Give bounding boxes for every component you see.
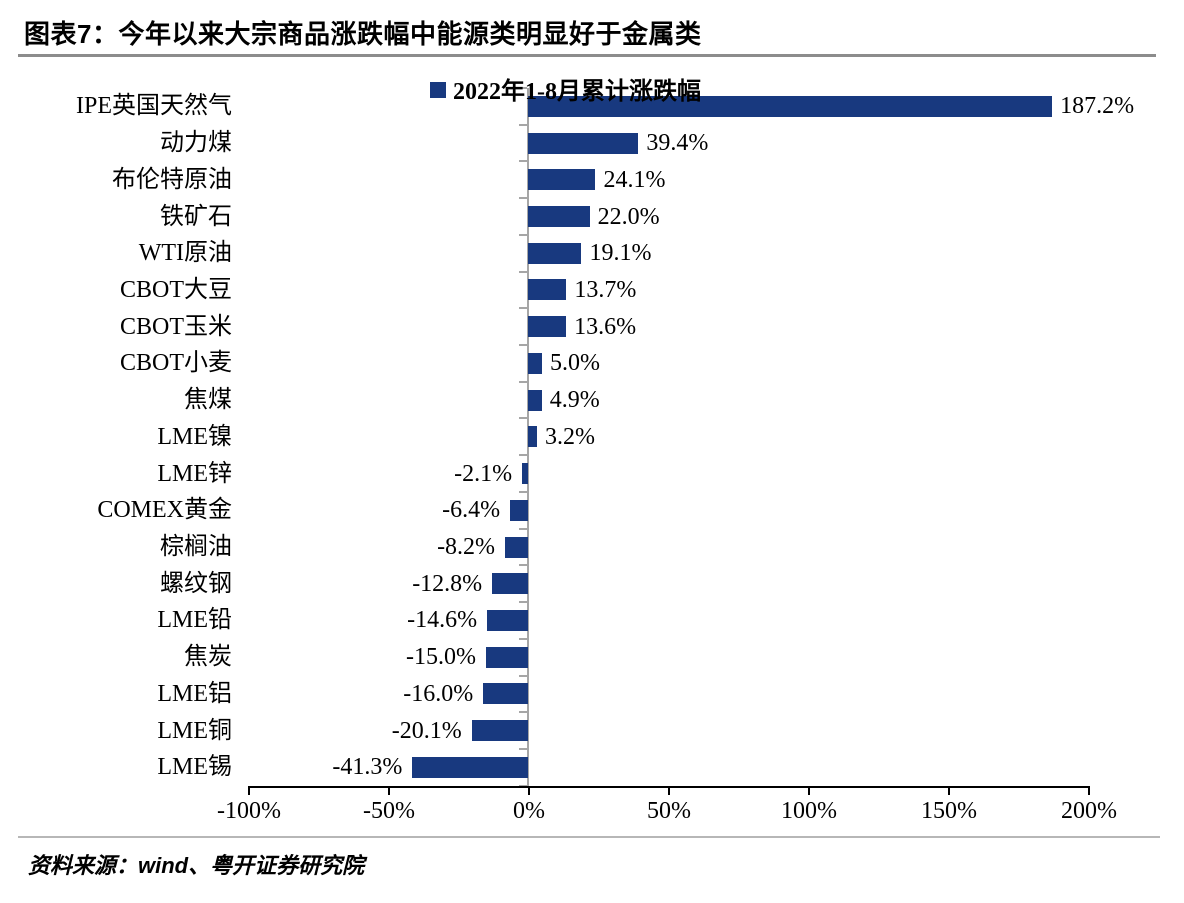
- category-label: 螺纹钢: [160, 570, 232, 597]
- value-label: 19.1%: [589, 240, 652, 267]
- bar: [487, 609, 528, 631]
- zero-gridline-tick: [519, 344, 527, 347]
- x-axis-tick: [528, 786, 530, 795]
- zero-gridline-tick: [519, 417, 527, 420]
- x-axis-tick-label: 200%: [1061, 798, 1117, 824]
- zero-gridline-tick: [519, 601, 527, 604]
- category-label: LME镍: [157, 423, 232, 450]
- value-label: -14.6%: [407, 607, 478, 634]
- value-label: 39.4%: [646, 130, 709, 157]
- x-axis-tick: [948, 786, 950, 795]
- category-label: LME铅: [157, 607, 232, 634]
- x-axis-tick: [668, 786, 670, 795]
- title-divider: [18, 54, 1156, 57]
- x-axis-tick: [808, 786, 810, 795]
- bar: [528, 389, 542, 411]
- zero-gridline-tick: [519, 674, 527, 677]
- bar: [528, 206, 590, 228]
- x-axis-tick: [1088, 786, 1090, 795]
- bar: [505, 536, 528, 558]
- x-axis-tick-label: 50%: [647, 798, 691, 824]
- value-label: -16.0%: [403, 680, 474, 707]
- value-label: 5.0%: [550, 350, 600, 377]
- bar: [483, 683, 528, 705]
- category-label: LME铝: [157, 680, 232, 707]
- category-label: WTI原油: [138, 240, 232, 267]
- value-label: -15.0%: [406, 644, 476, 671]
- value-label: 24.1%: [603, 166, 666, 193]
- category-label: CBOT小麦: [119, 350, 232, 377]
- bar: [492, 573, 528, 595]
- x-axis-tick-label: 150%: [921, 798, 977, 824]
- category-label: 布伦特原油: [112, 166, 232, 193]
- bar: [522, 463, 528, 485]
- zero-gridline-tick: [519, 270, 527, 273]
- value-label: 4.9%: [549, 387, 600, 414]
- value-label: -8.2%: [437, 534, 496, 560]
- value-label: -41.3%: [332, 754, 403, 781]
- zero-gridline-tick: [519, 747, 527, 750]
- x-axis-tick-label: -100%: [217, 798, 281, 824]
- legend-swatch-icon: [430, 81, 446, 98]
- x-axis-tick: [248, 786, 250, 795]
- zero-gridline-tick: [519, 454, 527, 457]
- bar: [528, 242, 582, 264]
- bar: [471, 720, 528, 742]
- value-label: -12.8%: [412, 570, 483, 597]
- zero-gridline-tick: [519, 87, 527, 89]
- value-label: 3.2%: [544, 423, 595, 450]
- zero-gridline-tick: [519, 711, 527, 714]
- x-axis-tick-label: 0%: [513, 798, 545, 824]
- bar: [528, 169, 596, 191]
- zero-gridline-tick: [519, 233, 527, 236]
- zero-gridline-tick: [519, 564, 527, 567]
- value-label: 22.0%: [597, 203, 660, 230]
- category-label: 焦煤: [184, 387, 232, 414]
- source-note: 资料来源：wind、粤开证券研究院: [28, 853, 365, 878]
- value-label: 13.6%: [574, 313, 637, 340]
- x-axis-tick: [388, 786, 390, 795]
- bar: [528, 95, 1053, 117]
- value-label: 13.7%: [574, 276, 637, 303]
- category-label: LME锡: [157, 754, 232, 781]
- value-label: -6.4%: [442, 497, 501, 524]
- zero-gridline-tick: [519, 784, 527, 787]
- bar: [510, 499, 528, 521]
- value-label: -2.1%: [454, 460, 513, 487]
- legend: 2022年1-8月累计涨跌幅: [430, 71, 701, 106]
- zero-gridline-tick: [519, 307, 527, 310]
- zero-gridline-tick: [519, 197, 527, 200]
- category-label: CBOT大豆: [119, 276, 232, 303]
- bar: [412, 756, 528, 778]
- zero-gridline-tick: [519, 490, 527, 493]
- value-label: 187.2%: [1060, 93, 1135, 120]
- x-axis-tick-label: 100%: [781, 798, 837, 824]
- bar: [528, 426, 537, 448]
- value-label: -20.1%: [391, 717, 462, 744]
- bar: [528, 316, 567, 338]
- category-label: 动力煤: [160, 130, 232, 157]
- legend-label: 2022年1-8月累计涨跌幅: [453, 79, 701, 105]
- x-axis-tick-label: -50%: [363, 798, 415, 824]
- zero-gridline-tick: [519, 123, 527, 126]
- bar: [486, 646, 528, 668]
- category-label: LME锌: [157, 460, 232, 487]
- zero-gridline-tick: [519, 527, 527, 530]
- figure-title: 图表7：今年以来大宗商品涨跌幅中能源类明显好于金属类: [24, 19, 702, 49]
- zero-gridline-tick: [519, 637, 527, 640]
- category-label: IPE英国天然气: [76, 93, 232, 120]
- category-label: LME铜: [157, 717, 232, 744]
- zero-gridline-tick: [519, 160, 527, 163]
- category-label: 铁矿石: [160, 203, 232, 230]
- category-label: 焦炭: [184, 644, 232, 671]
- bar: [528, 352, 542, 374]
- category-label: CBOT玉米: [119, 313, 232, 340]
- category-label: COMEX黄金: [97, 497, 232, 524]
- bar: [528, 279, 567, 301]
- category-label: 棕榈油: [160, 534, 232, 560]
- bar: [528, 132, 639, 154]
- footer-divider: [18, 836, 1160, 838]
- zero-gridline-tick: [519, 380, 527, 383]
